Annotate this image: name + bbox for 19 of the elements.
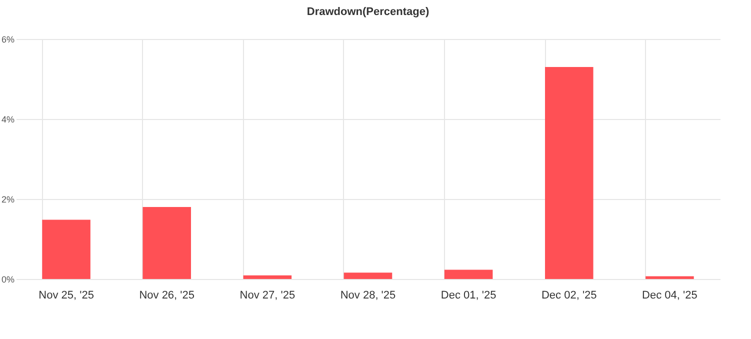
- bar: [42, 220, 90, 279]
- y-tick-label: 2%: [1, 194, 14, 204]
- y-tick-label: 0%: [1, 274, 14, 284]
- bar: [545, 67, 594, 279]
- x-tick-label: Dec 01, '25: [440, 290, 496, 302]
- chart-title: Drawdown(Percentage): [306, 6, 430, 18]
- bar: [243, 275, 292, 279]
- bar: [646, 276, 694, 279]
- bar: [344, 272, 392, 279]
- x-tick-label: Nov 28, '25: [340, 290, 396, 302]
- y-tick-label: 6%: [1, 34, 14, 44]
- y-tick-label: 4%: [1, 114, 14, 124]
- bar: [142, 207, 191, 279]
- x-tick-label: Nov 26, '25: [139, 290, 195, 302]
- x-tick-label: Dec 02, '25: [541, 290, 597, 302]
- x-tick-label: Dec 04, '25: [642, 290, 698, 302]
- x-tick-label: Nov 25, '25: [38, 290, 94, 302]
- x-tick-label: Nov 27, '25: [240, 290, 296, 302]
- bar: [444, 270, 493, 279]
